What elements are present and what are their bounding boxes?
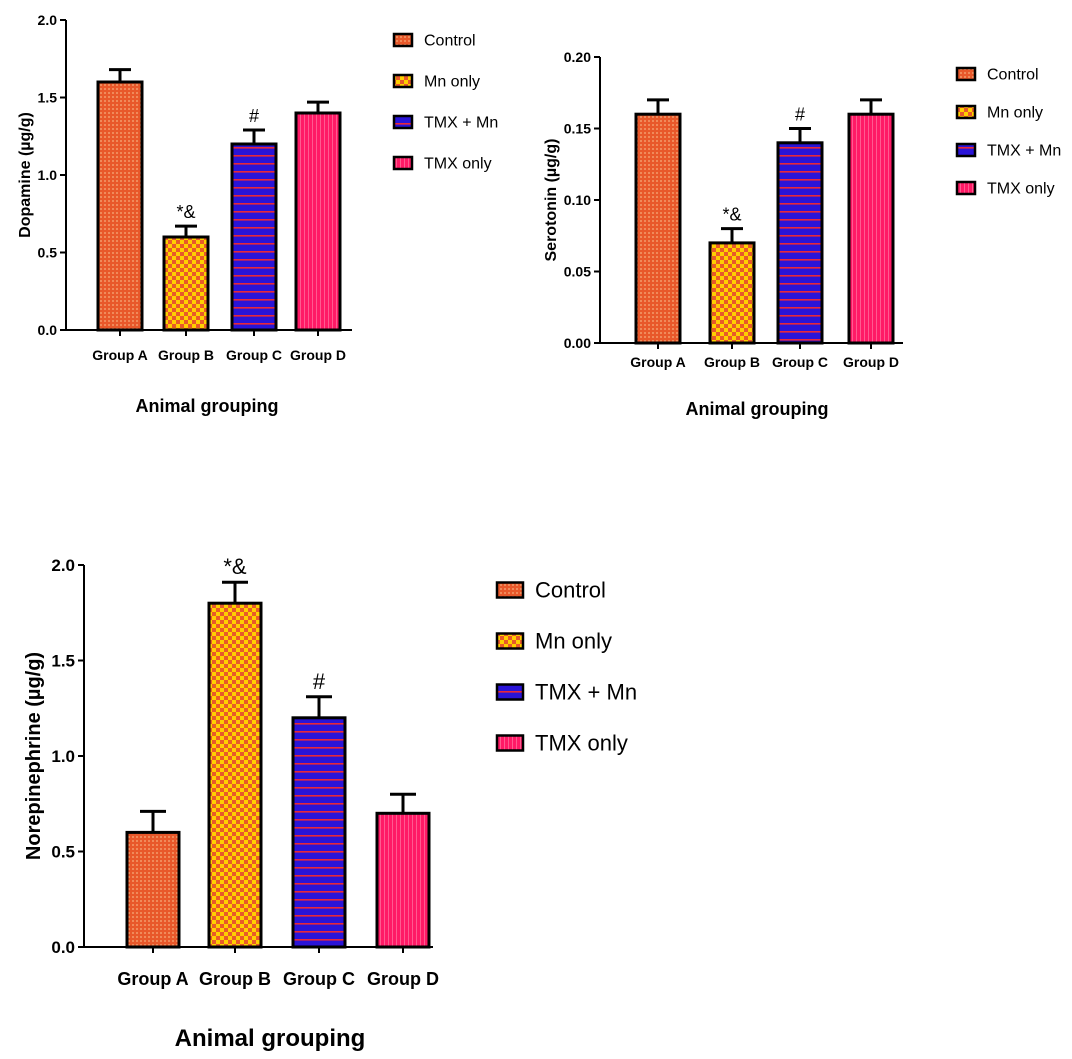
bar-group-c [776, 141, 824, 345]
bar-group-a [125, 830, 181, 949]
y-tick-label: 2.0 [51, 556, 75, 575]
legend-swatch [495, 734, 525, 752]
x-tick-label: Group A [92, 347, 147, 363]
significance-label: *& [176, 202, 195, 222]
y-tick-label: 1.5 [51, 651, 75, 670]
charts-layer: *& #0.0 0.5 1.0 1.5 2.0 Group A Group B Group C G… [17, 12, 1061, 1052]
x-tick-label: Group B [704, 354, 760, 370]
legend-swatch [392, 114, 414, 130]
significance-label: # [313, 669, 326, 694]
x-tick-label: Group B [199, 969, 271, 989]
bar-group-c [230, 142, 278, 332]
legend: Control Mn only TMX + Mn TMX only [955, 66, 1061, 198]
legend-swatch [392, 73, 414, 89]
y-tick-label: 0.15 [564, 120, 591, 136]
x-tick-label: Group D [843, 354, 899, 370]
bar-group-d [847, 112, 895, 345]
y-tick-label: 1.0 [38, 167, 58, 183]
y-axis-title: Serotonin (µg/g) [543, 139, 560, 262]
legend-swatch [392, 155, 414, 171]
x-axis-title: Animal grouping [175, 1025, 366, 1052]
legend-swatch [495, 683, 525, 701]
x-tick-label: Group B [158, 347, 214, 363]
significance-label: # [795, 105, 805, 125]
y-tick-label: 0.0 [51, 938, 75, 957]
y-axis-title: Norepinephrine (µg/g) [23, 652, 45, 860]
y-tick-label: 0.5 [51, 842, 75, 861]
legend-swatch [955, 180, 977, 196]
legend-label: TMX only [424, 156, 492, 173]
legend-label: Mn only [424, 74, 480, 91]
significance-label: *& [223, 554, 247, 579]
chart-1: *& #0.0 0.5 1.0 1.5 2.0 Group A Group B Group C G… [17, 12, 498, 416]
bar-group-a [634, 112, 682, 345]
y-tick-label: 1.0 [51, 747, 75, 766]
significance-label: *& [722, 205, 741, 225]
x-tick-label: Group C [772, 354, 828, 370]
y-tick-label: 0.0 [38, 322, 58, 338]
y-tick-label: 1.5 [38, 89, 58, 105]
x-tick-label: Group D [367, 969, 439, 989]
x-tick-label: Group A [117, 969, 188, 989]
bar-group-b [162, 235, 210, 332]
x-tick-label: Group C [283, 969, 355, 989]
legend-swatch [495, 632, 525, 650]
significance-label: # [249, 106, 259, 126]
legend-swatch [392, 32, 414, 48]
y-tick-label: 0.5 [38, 244, 58, 260]
bar-group-b [708, 241, 756, 345]
y-tick-label: 2.0 [38, 12, 58, 28]
y-tick-label: 0.05 [564, 263, 591, 279]
legend-label: Control [987, 67, 1039, 84]
legend-swatch [955, 66, 977, 82]
legend-label: TMX + Mn [987, 143, 1061, 160]
y-tick-label: 0.20 [564, 49, 591, 65]
y-axis-title: Dopamine (µg/g) [17, 112, 34, 238]
y-tick-label: 0.00 [564, 335, 591, 351]
legend: Control Mn only TMX + Mn TMX only [392, 32, 498, 173]
legend-swatch [495, 581, 525, 599]
legend-label: TMX + Mn [424, 115, 498, 132]
y-tick-label: 0.10 [564, 192, 591, 208]
x-tick-label: Group C [226, 347, 282, 363]
x-axis-title: Animal grouping [136, 396, 279, 416]
legend-label: Control [424, 33, 476, 50]
legend-label: TMX only [987, 181, 1055, 198]
legend-swatch [955, 142, 977, 158]
x-axis-title: Animal grouping [686, 399, 829, 419]
bar-group-c [291, 716, 347, 949]
bar-group-d [375, 811, 431, 949]
bar-group-a [96, 80, 144, 332]
legend-label: Control [535, 578, 606, 603]
legend-label: Mn only [987, 105, 1043, 122]
chart-3: *& #0.0 0.5 1.0 1.5 2.0 Group A Group B Group C G… [23, 554, 637, 1052]
bar-group-b [207, 601, 263, 949]
legend-swatch [955, 104, 977, 120]
bar-group-d [294, 111, 342, 332]
legend-label: Mn only [535, 629, 612, 654]
chart-2: *& #0.00 0.05 0.10 0.15 0.20 Group A Group B Gro… [543, 49, 1061, 419]
legend-label: TMX + Mn [535, 680, 637, 705]
x-tick-label: Group D [290, 347, 346, 363]
x-tick-label: Group A [630, 354, 685, 370]
legend: Control Mn only TMX + Mn TMX only [495, 578, 637, 756]
legend-label: TMX only [535, 731, 628, 756]
